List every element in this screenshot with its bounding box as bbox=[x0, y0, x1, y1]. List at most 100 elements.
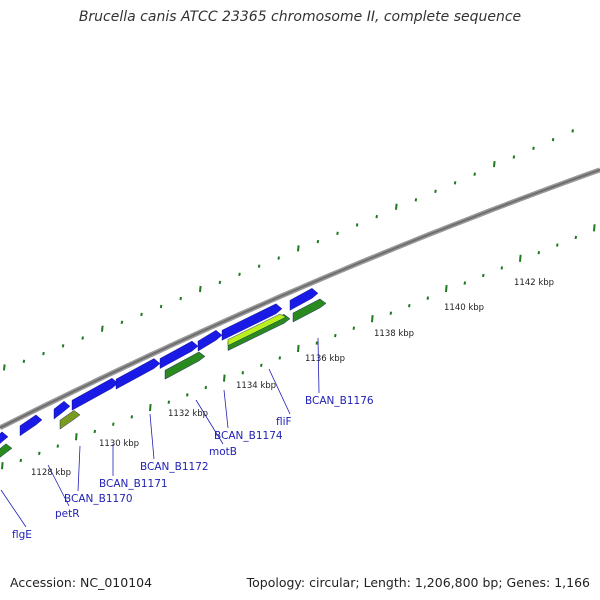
reverse-cds bbox=[0, 443, 13, 458]
gene-label: BCAN_B1176 bbox=[305, 395, 374, 407]
outer-tick bbox=[473, 172, 476, 176]
scale-label: 1136 kbp bbox=[305, 354, 345, 364]
inner-tick bbox=[260, 363, 263, 368]
inner-tick bbox=[112, 422, 115, 426]
reverse-cds bbox=[164, 351, 206, 380]
inner-tick bbox=[445, 284, 448, 293]
outer-tick bbox=[22, 359, 26, 363]
forward-cds bbox=[53, 400, 71, 420]
inner-tick bbox=[352, 326, 356, 330]
highlighted-cds bbox=[227, 313, 287, 346]
forward-cds bbox=[159, 340, 199, 369]
outer-tick bbox=[61, 344, 65, 348]
outer-tick bbox=[532, 146, 535, 151]
inner-tick bbox=[149, 403, 152, 412]
outer-tick bbox=[42, 351, 45, 356]
outer-tick bbox=[512, 155, 516, 159]
outer-tick bbox=[434, 189, 437, 193]
outer-tick bbox=[179, 296, 182, 301]
gene-label: flgE bbox=[12, 529, 32, 541]
scale-labels: 1128 kbp 1130 kbp 1132 kbp 1134 kbp 1136 kbp… bbox=[31, 278, 554, 478]
scale-label: 1142 kbp bbox=[514, 278, 554, 288]
gene-labels: flgE petR BCAN_B1170 BCAN_B1171 BCAN_B1172mo… bbox=[12, 395, 374, 541]
scale-label: 1140 kbp bbox=[444, 303, 484, 313]
accession-text: Accession: NC_010104 bbox=[10, 575, 153, 590]
label-leaders bbox=[0, 337, 320, 528]
inner-tick bbox=[38, 451, 41, 455]
forward-cds bbox=[19, 414, 43, 437]
inner-tick bbox=[241, 371, 245, 375]
outer-tick bbox=[238, 272, 241, 277]
inner-tick bbox=[463, 281, 467, 285]
gene-label: BCAN_B1174 bbox=[214, 430, 283, 442]
outer-tick bbox=[395, 203, 398, 210]
inner-tick bbox=[56, 444, 60, 448]
outer-tick bbox=[453, 181, 457, 185]
outer-tick bbox=[414, 198, 418, 202]
scale-label: 1128 kbp bbox=[31, 468, 71, 478]
outer-tick bbox=[159, 304, 163, 309]
inner-tick bbox=[537, 250, 541, 255]
inner-tick bbox=[426, 296, 430, 300]
scale-label: 1134 kbp bbox=[236, 381, 276, 391]
outer-tick bbox=[218, 280, 222, 285]
gene-label: BCAN_B1172 bbox=[140, 461, 209, 473]
inner-tick bbox=[482, 273, 485, 278]
inner-tick bbox=[371, 315, 374, 323]
reverse-cds bbox=[59, 410, 81, 430]
outer-tick bbox=[316, 239, 320, 244]
outer-tick bbox=[101, 325, 104, 332]
inner-tick bbox=[334, 333, 337, 338]
inner-tick bbox=[593, 224, 596, 232]
forward-cds bbox=[197, 330, 223, 352]
outer-tick bbox=[551, 137, 555, 142]
outer-tick bbox=[375, 214, 378, 219]
inner-tick bbox=[519, 254, 522, 262]
inner-tick bbox=[556, 243, 559, 247]
label-leader bbox=[195, 399, 224, 445]
outer-tick bbox=[257, 264, 261, 268]
label-leader bbox=[149, 413, 155, 460]
gene-track bbox=[0, 288, 327, 458]
inner-tick bbox=[574, 235, 578, 240]
inner-tick bbox=[297, 344, 300, 353]
inner-tick bbox=[167, 400, 171, 404]
map-title: Brucella canis ATCC 23365 chromosome II,… bbox=[78, 9, 522, 25]
gene-label: motB bbox=[209, 446, 237, 458]
gene-label: BCAN_B1171 bbox=[99, 478, 168, 490]
inner-tick-ring bbox=[1, 224, 596, 470]
label-leader bbox=[268, 368, 291, 415]
inner-tick bbox=[278, 356, 282, 360]
inner-tick bbox=[223, 374, 226, 382]
label-leader bbox=[223, 389, 229, 429]
inner-tick bbox=[500, 266, 504, 270]
forward-cds bbox=[289, 288, 319, 311]
outer-tick bbox=[571, 129, 574, 133]
reverse-cds bbox=[292, 298, 327, 323]
scale-label: 1138 kbp bbox=[374, 329, 414, 339]
forward-cds bbox=[115, 358, 161, 390]
forward-cds bbox=[0, 431, 9, 444]
inner-tick bbox=[1, 462, 4, 470]
forward-cds bbox=[221, 303, 283, 341]
outer-tick bbox=[81, 336, 84, 340]
inner-tick bbox=[408, 303, 411, 308]
outer-tick bbox=[277, 256, 280, 260]
inner-tick bbox=[75, 433, 78, 441]
inner-tick bbox=[93, 429, 97, 434]
label-leader bbox=[47, 464, 70, 507]
inner-tick bbox=[19, 458, 23, 463]
topology-text: Topology: circular; Length: 1,206,800 bp… bbox=[246, 575, 590, 590]
outer-tick bbox=[297, 245, 300, 252]
label-leader bbox=[77, 445, 81, 492]
forward-cds bbox=[71, 377, 119, 411]
scale-label: 1132 kbp bbox=[168, 409, 208, 419]
label-leader bbox=[317, 337, 320, 394]
outer-tick bbox=[120, 320, 124, 325]
backbone-core bbox=[0, 168, 600, 429]
scale-label: 1130 kbp bbox=[99, 439, 139, 449]
outer-tick bbox=[3, 364, 6, 371]
gene-label: BCAN_B1170 bbox=[64, 493, 133, 505]
inner-tick bbox=[389, 311, 393, 315]
gene-label: petR bbox=[55, 508, 80, 520]
